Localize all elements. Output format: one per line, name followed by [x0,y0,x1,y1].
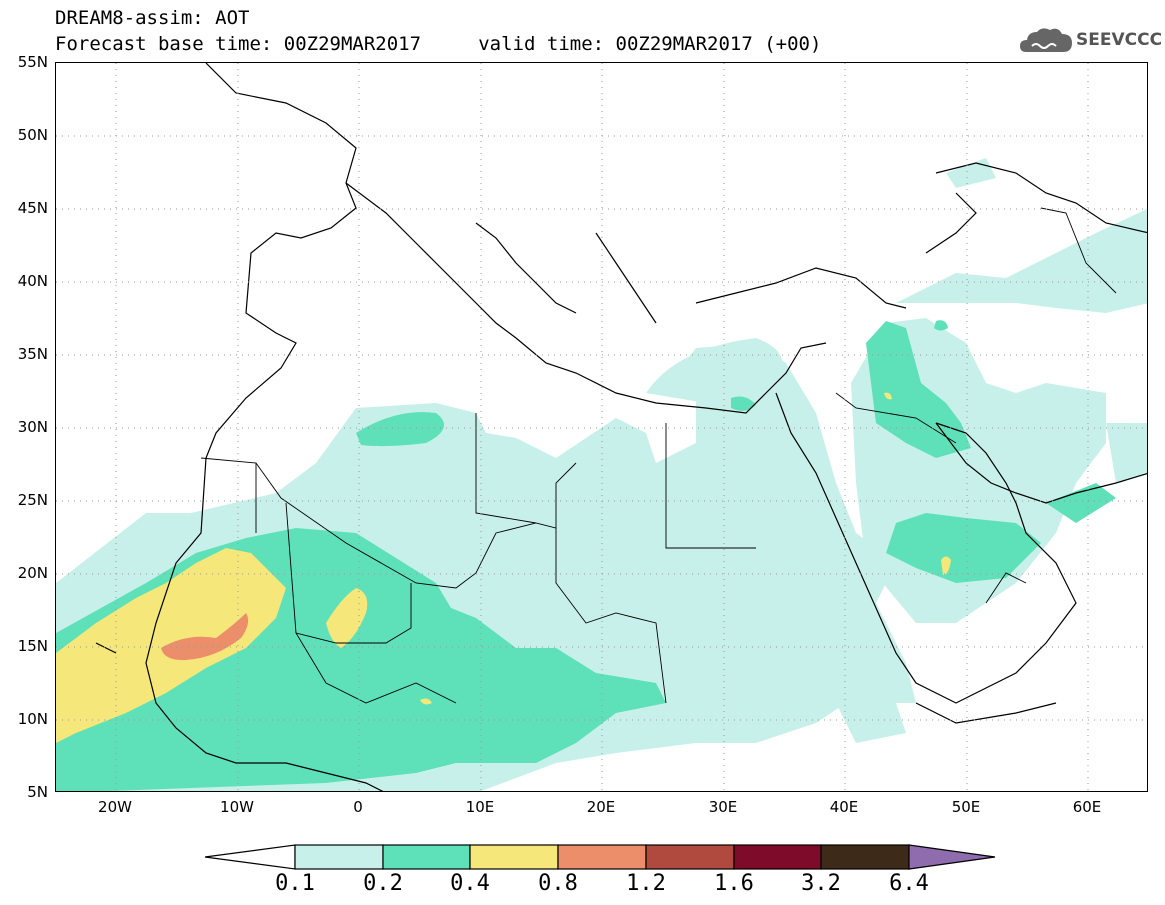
lat-label: 15N [17,637,48,655]
colorbar-segment [733,844,822,870]
forecast-time-line: Forecast base time: 00Z29MAR2017 valid t… [55,33,822,55]
lat-label: 35N [17,345,48,363]
colorbar-label: 0.2 [363,871,403,896]
lat-label: 10N [17,710,48,728]
colorbar [205,844,996,870]
lon-label: 10E [465,798,495,816]
colorbar-segment [645,844,735,870]
lon-label: 50E [951,798,981,816]
lat-label: 25N [17,491,48,509]
lat-label: 30N [17,418,48,436]
colorbar-label: 3.2 [801,871,841,896]
lon-label: 60E [1072,798,1102,816]
colorbar-label: 1.6 [714,871,754,896]
lat-label: 45N [17,199,48,217]
lat-label: 55N [17,53,48,71]
lon-label: 30E [708,798,738,816]
aot-level-0.8 [161,613,249,661]
colorbar-label: 0.1 [275,871,315,896]
lat-label: 5N [27,783,48,801]
logo-text: SEEVCCC [1076,30,1163,50]
map-frame [55,62,1148,792]
cloud-icon [1020,28,1072,52]
lat-label: 20N [17,564,48,582]
lat-label: 40N [17,272,48,290]
colorbar-segment [557,844,647,870]
lon-label: 40E [829,798,859,816]
lon-label: 20E [586,798,616,816]
map-title: DREAM8-assim: AOT [55,7,250,29]
country-borders [200,207,1117,704]
coastlines [95,63,1147,791]
lon-label: 10W [220,798,254,816]
aot-map [56,63,1147,791]
colorbar-segment [382,844,471,870]
colorbar-segment [820,844,910,870]
colorbar-label: 6.4 [889,871,929,896]
colorbar-left-arrow [205,844,296,870]
lon-label: 0 [353,798,363,816]
colorbar-label: 0.8 [538,871,578,896]
gridlines [56,63,1147,791]
colorbar-segment [469,844,559,870]
colorbar-segment [294,844,384,870]
seevccc-logo: SEEVCCC [1018,24,1162,58]
colorbar-label: 1.2 [626,871,666,896]
colorbar-right-arrow [908,844,996,870]
colorbar-label: 0.4 [450,871,490,896]
lat-label: 50N [17,126,48,144]
lon-label: 20W [98,798,132,816]
